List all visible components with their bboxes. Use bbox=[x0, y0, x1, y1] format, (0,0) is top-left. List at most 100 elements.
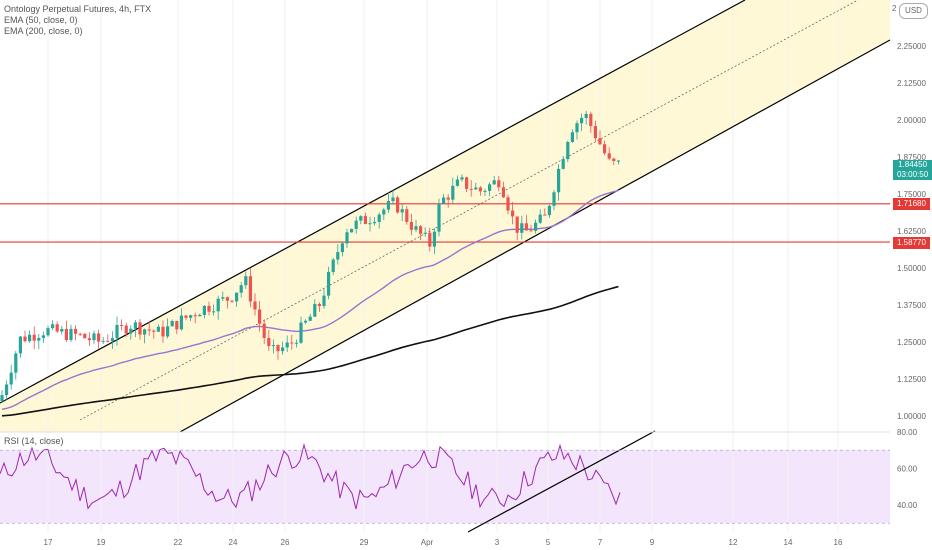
candle-body bbox=[580, 118, 584, 124]
candle-body bbox=[207, 305, 211, 312]
time-tick-label: Apr bbox=[421, 538, 434, 547]
candle-body bbox=[382, 209, 386, 215]
time-tick-label: 14 bbox=[784, 538, 793, 547]
candle-body bbox=[97, 333, 101, 342]
candle-body bbox=[124, 325, 128, 334]
channel-fill bbox=[0, 0, 890, 432]
candle-body bbox=[78, 333, 82, 335]
time-tick-label: 22 bbox=[174, 538, 183, 547]
candle-body bbox=[557, 168, 561, 193]
candle-body bbox=[345, 232, 349, 244]
candle-body bbox=[170, 321, 174, 327]
candle-body bbox=[244, 276, 248, 286]
channel-upper-line[interactable] bbox=[0, 0, 746, 404]
candle-body bbox=[46, 328, 50, 336]
price-tick-label: 1.00000 bbox=[897, 412, 926, 421]
candle-body bbox=[138, 322, 142, 335]
candle-body bbox=[9, 372, 13, 385]
candle-body bbox=[386, 201, 390, 210]
candle-body bbox=[212, 311, 216, 313]
candle-body bbox=[55, 324, 59, 332]
price-axis[interactable]: 2.25000 2.12500 2.00000 1.87500 1.75000 1.625… bbox=[897, 42, 926, 421]
time-tick-label: 5 bbox=[546, 538, 551, 547]
candle-body bbox=[432, 231, 436, 247]
candle-body bbox=[294, 342, 298, 344]
price-tick-label: 1.37500 bbox=[897, 301, 926, 310]
rsi-legend: RSI (14, close) bbox=[4, 436, 64, 446]
rsi-tick-label: 40.00 bbox=[897, 501, 918, 510]
candle-body bbox=[37, 337, 41, 341]
candle-body bbox=[340, 243, 344, 253]
candle-body bbox=[74, 328, 78, 334]
rsi-axis[interactable]: 80.00 60.00 40.00 bbox=[897, 428, 918, 510]
candle-body bbox=[451, 185, 455, 200]
candle-body bbox=[368, 223, 372, 225]
current-price-value: 1.84450 bbox=[898, 160, 928, 169]
candle-body bbox=[152, 330, 156, 332]
time-tick-label: 26 bbox=[281, 538, 290, 547]
candle-body bbox=[414, 226, 418, 230]
candle-body bbox=[5, 384, 9, 396]
candle-body bbox=[520, 223, 524, 233]
candle-body bbox=[235, 292, 239, 302]
candle-body bbox=[143, 329, 147, 335]
candle-body bbox=[616, 160, 620, 162]
candle-body bbox=[465, 177, 469, 189]
candle-body bbox=[598, 138, 602, 145]
candle-body bbox=[483, 190, 487, 192]
rsi-band bbox=[0, 450, 890, 524]
time-axis[interactable]: 17 19 22 24 26 29 Apr 3 5 7 9 12 14 16 bbox=[44, 538, 843, 547]
candle-body bbox=[189, 315, 193, 318]
candle-body bbox=[281, 347, 285, 352]
ema200-legend: EMA (200, close, 0) bbox=[4, 26, 83, 36]
candle-body bbox=[92, 333, 96, 341]
candle-body bbox=[0, 395, 4, 402]
candle-body bbox=[492, 180, 496, 185]
ema50-legend: EMA (50, close, 0) bbox=[4, 15, 78, 25]
candle-body bbox=[363, 216, 367, 224]
channel-lower-line[interactable] bbox=[179, 39, 891, 433]
candle-body bbox=[133, 322, 137, 329]
candle-body bbox=[331, 259, 335, 273]
current-price-tag: 1.84450 03:00:50 bbox=[893, 160, 932, 180]
price-tick-label: 1.75000 bbox=[897, 190, 926, 199]
candle-body bbox=[230, 300, 234, 302]
candle-body bbox=[552, 192, 556, 206]
scale-partial-label: 2 bbox=[892, 4, 897, 13]
candle-body bbox=[405, 209, 409, 222]
candle-body bbox=[478, 187, 482, 192]
rsi-line bbox=[0, 442, 621, 510]
candle-body bbox=[193, 315, 197, 317]
time-tick-label: 9 bbox=[650, 538, 655, 547]
candle-body bbox=[106, 340, 110, 342]
price-tick-label: 2.25000 bbox=[897, 42, 926, 51]
candle-body bbox=[543, 214, 547, 216]
level-tag-1: 1.71680 bbox=[893, 198, 930, 210]
candles bbox=[0, 110, 620, 403]
candle-body bbox=[488, 184, 492, 191]
candle-body bbox=[529, 230, 533, 232]
candle-body bbox=[299, 322, 303, 343]
candle-body bbox=[308, 316, 312, 321]
price-tick-label: 1.87500 bbox=[897, 153, 926, 162]
rsi-trendline[interactable] bbox=[467, 430, 656, 533]
candle-body bbox=[322, 295, 326, 306]
candle-body bbox=[317, 303, 321, 306]
candle-body bbox=[515, 216, 519, 233]
channel-midline bbox=[79, 0, 859, 421]
candle-body bbox=[336, 252, 340, 260]
price-tick-label: 1.25000 bbox=[897, 338, 926, 347]
candle-body bbox=[455, 179, 459, 186]
candle-body bbox=[267, 337, 271, 347]
currency-selector[interactable]: USD bbox=[899, 3, 928, 19]
candle-body bbox=[313, 303, 317, 317]
symbol-title: Ontology Perpetual Futures, 4h, FTX bbox=[4, 4, 152, 14]
candle-body bbox=[110, 338, 114, 342]
candle-body bbox=[175, 321, 179, 330]
candle-body bbox=[584, 113, 588, 119]
candle-body bbox=[248, 276, 252, 302]
ema200-line bbox=[1, 285, 619, 417]
time-tick-label: 12 bbox=[729, 538, 738, 547]
candle-body bbox=[377, 214, 381, 222]
